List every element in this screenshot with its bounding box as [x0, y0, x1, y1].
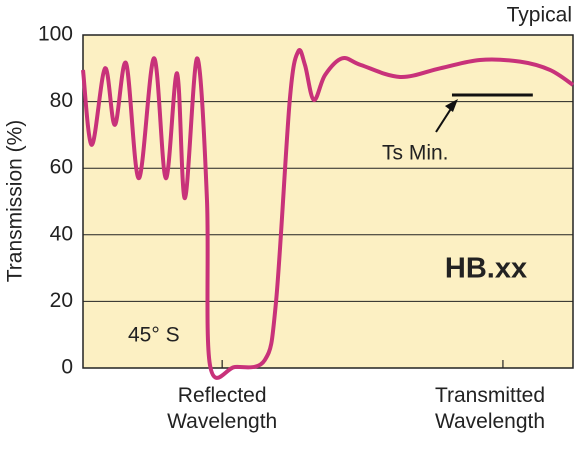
y-axis-label: Transmission (%) — [4, 120, 27, 283]
x-tick-label: Reflected Wavelength — [167, 384, 278, 433]
y-tick-label: 40 — [50, 222, 73, 245]
y-tick-label: 60 — [50, 156, 73, 179]
annotation: 45° S — [128, 324, 180, 347]
transmission-line — [81, 48, 575, 380]
ts-min-arrowhead — [444, 98, 458, 112]
y-tick-label: 0 — [61, 356, 73, 379]
y-tick-label: 80 — [50, 89, 73, 112]
corner-label: Typical — [507, 4, 572, 27]
ts-min-label: Ts Min. — [382, 142, 449, 165]
annotation: HB.xx — [445, 253, 527, 285]
x-tick-label: Transmitted Wavelength — [434, 384, 546, 433]
y-tick-label: 100 — [38, 23, 73, 46]
plot-frame — [82, 34, 574, 369]
plot-background — [83, 35, 573, 368]
y-tick-label: 20 — [50, 289, 73, 312]
